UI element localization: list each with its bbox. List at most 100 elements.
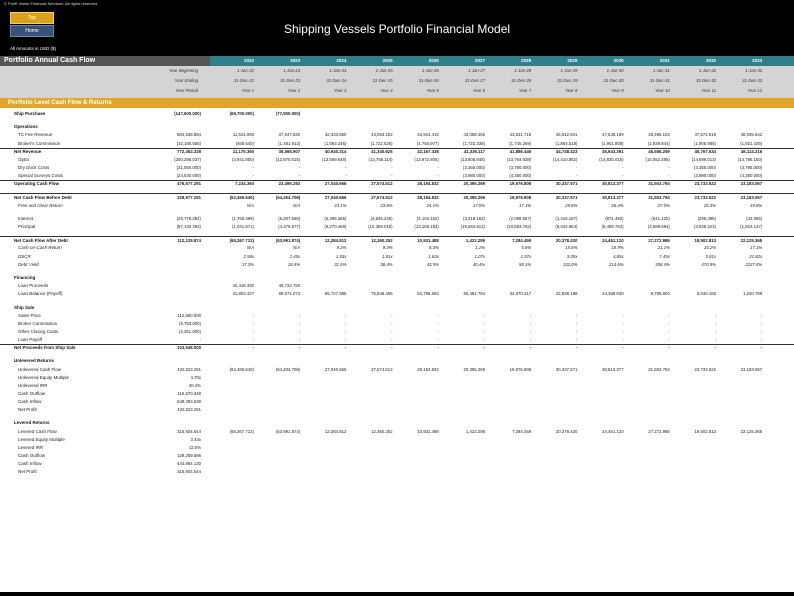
row-value-cell: 27,272.986 [648,238,670,244]
table-row: Net Revenue 772,453.328 11,175.360 35,565.9… [0,148,794,156]
row-label: Unlevered Equity Multiple [18,374,70,380]
row-value-cell: (13,766.114) [368,156,393,162]
year-header-cell: 2022 [243,58,254,63]
row-label: Sales Price [18,312,41,318]
row-label: Net Cash Flow Before Debt [14,195,72,201]
row-value-cell: 43,631.715 [509,132,532,138]
subheader-cell: 31-Dec-26 [418,78,439,83]
subheader-cell: 1-Jan-24 [329,68,347,73]
row-value-cell: - [529,345,532,351]
subheader-label: Year Ending [174,78,198,83]
row-value-cell: - [529,336,532,342]
table-row: Broker's Commission (32,185.555) (465.640)… [0,140,794,149]
row-value-cell: 22,125.365 [740,428,763,434]
row-value-cell: 25.8% [565,202,578,208]
row-value-cell: 7,234.360 [234,181,254,187]
row-value-cell: 30,337.571 [555,195,578,201]
row-value-cell: - [344,328,347,334]
row-value-cell: (3,935.423) [694,223,716,229]
row-value-cell: - [344,345,347,351]
row-value-cell: - [668,345,670,351]
row-value-cell: (1,416.187) [555,215,578,221]
row-value-cell: (4,104.162) [416,215,439,221]
subheader-cell: Year 3 [333,88,347,93]
row-value-cell: 17.1% [519,202,532,208]
table-row: OpEx (250,286.037) (3,941.000) (12,870.615)… [0,156,794,164]
row-value-cell: 23,733.622 [694,181,716,187]
year-header-cell: 2024 [336,58,347,63]
row-label: Dry Dock Costs [18,164,50,170]
row-value-cell: 2.58x [243,253,254,259]
units-label: All Amounts in USD ($) [10,46,57,51]
row-value-cell: - [622,336,624,342]
subheader-cell: 1-Jan-23 [283,68,301,73]
row-value-cell: 470.9% [701,261,716,267]
row-value-cell: 36.4% [380,261,393,267]
row-value-cell: 31,503.794 [648,195,670,201]
row-value-cell: - [622,312,624,318]
table-row: Net Profit 315,604.544 [0,468,794,476]
row-value-cell: 58.1% [519,261,532,267]
row-label: Levered Equity Multiple [18,436,65,442]
row-value-cell: (1,906.985) [694,140,716,146]
row-value-cell: - [760,345,763,351]
row-value-cell: - [391,164,393,170]
row-value-cell: 30,337.571 [555,366,578,372]
row-value-cell: 22,125.365 [740,238,763,244]
row-value-cell: 19,502.813 [694,428,716,434]
row-value-cell: 15.8% [565,245,578,251]
subheader-cell: 1-Jan-32 [699,68,716,73]
subheader-cell: 1-Jan-27 [468,68,485,73]
year-header-cell: 2025 [382,58,393,63]
row-label: Levered Cash Flow [18,428,57,434]
row-label: Loan Proceeds [18,283,49,289]
row-value-cell: 27,040.666 [324,366,347,372]
row-value-cell: (5,480.764) [601,223,624,229]
row-value-cell: 1.83x [335,253,347,259]
row-value-cell: - [575,164,578,170]
row-value-cell: 19,502.813 [694,238,716,244]
row-value-cell: (9,270.469) [324,223,347,229]
year-header-cell: 2032 [705,58,716,63]
row-label: Free and Clear Return [18,202,63,208]
row-label: Principal [18,223,36,229]
row-value-cell: (1,024.147) [740,223,763,229]
subheader-cell: 1-Jan-28 [514,68,532,73]
row-value-cell: (1,041.571) [232,223,254,229]
table-row: Debt Yield 17.3% 26.4% 31.5% 36.4% 43.5% 40.4%… [0,261,794,269]
table-row: Special Surveys Costs (24,540.000) - - - - - (3… [0,172,794,181]
row-value-cell: - [529,320,532,326]
row-value-cell: 23,183.067 [740,195,763,201]
row-value-cell: 43,058.456 [463,132,485,138]
row-value-cell: 89,071.073 [278,291,301,297]
row-value-cell: (3,941.000) [232,156,254,162]
table-row: DSCR 2.58x 2.45x 1.83x 1.81x 1.63x 1.07x 1.57x 3… [0,253,794,261]
row-value-cell: 30,813.377 [602,366,624,372]
subheader-cell: 1-Jan-33 [745,68,763,73]
row-value-cell: 23.1% [334,202,347,208]
row-label: Operations [14,124,38,130]
row-total-cell: (32,185.555) [176,140,201,146]
row-value-cell: 15.1% [703,245,716,251]
table-row: Net Proceeds from Ship Sale 103,546.000 - -… [0,344,794,352]
row-value-cell: (3,355.000) [694,164,716,170]
table-row: Free and Clear Return N/A N/A 23.1% 23.6% 24.… [0,202,794,210]
row-value-cell: 10,931.488 [417,238,439,244]
top-button[interactable]: Top [10,12,54,24]
row-total-cell: 3.44x [190,436,201,442]
row-label: Broker's Commission [18,140,61,146]
subheader-cell: 31-Dec-27 [464,78,485,83]
row-value-cell: 41,336.117 [463,148,485,154]
subheader-cell: 1-Jan-25 [375,68,393,73]
row-total-cell: 476,577.291 [177,181,201,187]
row-value-cell: 64,798.683 [417,291,439,297]
row-value-cell: (3,790.000) [509,164,532,170]
home-button[interactable]: Home [10,25,54,37]
row-total-cell: 328,977.291 [177,195,201,201]
table-row: TC Fee Revenue 804,638.884 11,641.000 37,04… [0,131,794,139]
row-total-cell: 549,393.639 [177,398,201,404]
row-total-cell: 432,523.291 [177,366,201,372]
subheader-cell: Year 12 [747,88,763,93]
table-row: Dry Dock Costs (21,050.000) - - - - - (3,355.00… [0,164,794,172]
row-value-cell: 21.1% [657,245,670,251]
